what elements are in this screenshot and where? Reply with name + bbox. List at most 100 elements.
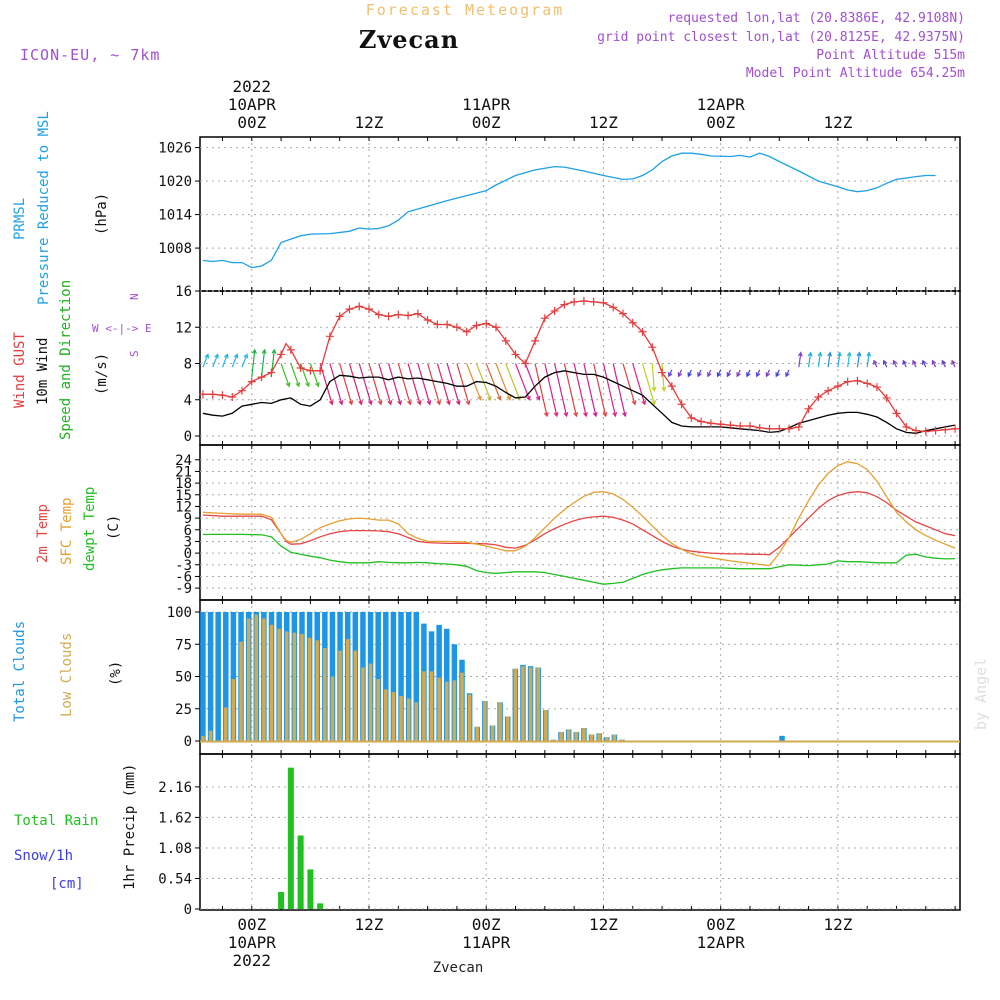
pressure-ytick-label: 1020 — [158, 174, 192, 190]
wind-arrow-head — [941, 359, 946, 365]
low-cloud-bar — [231, 679, 236, 741]
wind-arrow — [514, 363, 531, 400]
total-cloud-bar — [413, 612, 420, 741]
wind-arrow — [260, 349, 266, 378]
wind-arrow-head — [765, 372, 771, 378]
gust-marker — [345, 305, 354, 314]
wind-ytick-label: 8 — [184, 357, 192, 373]
low-cloud-bar — [201, 735, 205, 741]
pressure-frame — [199, 136, 961, 292]
low-cloud-bar — [605, 737, 609, 741]
total-cloud-bar — [375, 612, 381, 741]
gust-marker — [638, 327, 647, 336]
gust-marker — [286, 345, 295, 354]
wind-labels: Wind GUST 10m Wind Speed and Direction (… — [12, 280, 152, 440]
wind-arrow-head — [328, 400, 334, 406]
low-cloud-bar — [368, 663, 373, 741]
watermark: by Angel — [972, 658, 990, 730]
wind-arrow — [798, 352, 802, 368]
low-cloud-bar — [384, 689, 388, 741]
temp-label-3: dewpt Temp — [82, 487, 98, 571]
temperature-ytick-label: 21 — [175, 464, 192, 480]
wind-arrow — [524, 363, 540, 400]
temperature-ytick-label: 12 — [175, 499, 192, 515]
precip-ytick-label: 2.16 — [158, 780, 192, 796]
clouds-ytick-label: 100 — [167, 605, 192, 621]
gust-marker — [785, 424, 794, 433]
gust-marker — [316, 366, 325, 375]
total-cloud-bar — [779, 735, 785, 741]
wind-arrow-head — [358, 400, 363, 406]
low-cloud-bar — [589, 734, 594, 741]
low-cloud-bar — [284, 631, 289, 741]
wind-frame — [199, 290, 961, 446]
bottom-time-label: 00Z — [237, 915, 266, 934]
temperature-ytick-label: 9 — [184, 511, 192, 527]
wind-arrow — [309, 363, 319, 387]
wind-arrow-head — [707, 372, 712, 378]
wind-unit: (m/s) — [94, 353, 110, 395]
gust-marker — [628, 318, 637, 327]
bottom-time-label: 11APR — [462, 933, 511, 952]
wind-arrow — [397, 363, 411, 405]
wind-arrow-head — [573, 412, 579, 418]
low-cloud-bar — [300, 633, 304, 741]
model-label: ICON-EU, ~ 7km — [20, 46, 160, 64]
wind-arrow-head — [543, 412, 549, 418]
low-cloud-bar — [513, 668, 518, 741]
wind-arrow-head — [261, 348, 267, 354]
wind-arrow — [427, 363, 441, 405]
gust-marker — [521, 359, 530, 368]
wind-arrow-head — [535, 395, 541, 401]
temp-labels: 2m Temp SFC Temp dewpt Temp (C) — [35, 487, 122, 571]
gust-marker — [726, 421, 735, 430]
wind-arrow-head — [251, 348, 257, 354]
rain-bar — [297, 835, 304, 909]
gust-marker — [413, 309, 422, 318]
low-cloud-bar — [505, 716, 510, 741]
low-cloud-bar — [353, 650, 358, 741]
wind-arrow — [319, 363, 333, 405]
wind-arrow-head — [827, 351, 833, 357]
gust-marker — [374, 310, 383, 319]
low-cloud-bar — [521, 666, 525, 741]
low-cloud-bar — [528, 667, 533, 741]
gust-marker — [355, 302, 364, 311]
low-cloud-bar — [315, 640, 319, 741]
gust-marker — [618, 309, 627, 318]
wind-arrow — [456, 363, 470, 405]
wind-arrow — [300, 363, 310, 387]
top-time-label: 11APR — [462, 95, 511, 114]
precip-frame — [199, 753, 961, 911]
wind-arrow — [612, 363, 626, 417]
wind-arrow — [837, 352, 841, 368]
wind-arrow-head — [295, 382, 301, 388]
low-cloud-bar — [239, 641, 243, 741]
wind-arrow-head — [612, 412, 618, 418]
top-time-label: 12Z — [823, 113, 852, 132]
wind-arrow — [212, 354, 219, 368]
wind-arrow — [866, 352, 870, 368]
gust-marker — [247, 377, 256, 386]
wind-arrow — [202, 354, 209, 368]
sfc-temp-line — [202, 461, 956, 567]
gust-marker — [824, 386, 833, 395]
wind-arrow-head — [416, 400, 422, 406]
low-cloud-bar — [544, 710, 548, 741]
low-cloud-bar — [566, 729, 571, 741]
wind-arrow-head — [477, 395, 482, 401]
top-time-label: 2022 — [233, 77, 272, 96]
wind-arrow-head — [651, 400, 656, 406]
gust-marker — [609, 303, 618, 312]
bottom-time-label: 00Z — [706, 915, 735, 934]
wind-arrow-head — [817, 351, 823, 357]
wind-arrow-head — [271, 348, 277, 354]
gust-marker — [491, 323, 500, 332]
gust-marker — [267, 368, 276, 377]
wind-arrow-head — [305, 382, 310, 388]
wind-arrow-head — [602, 412, 608, 418]
info-line-3: Point Altitude 515m — [816, 48, 965, 63]
gust-marker — [677, 400, 686, 409]
